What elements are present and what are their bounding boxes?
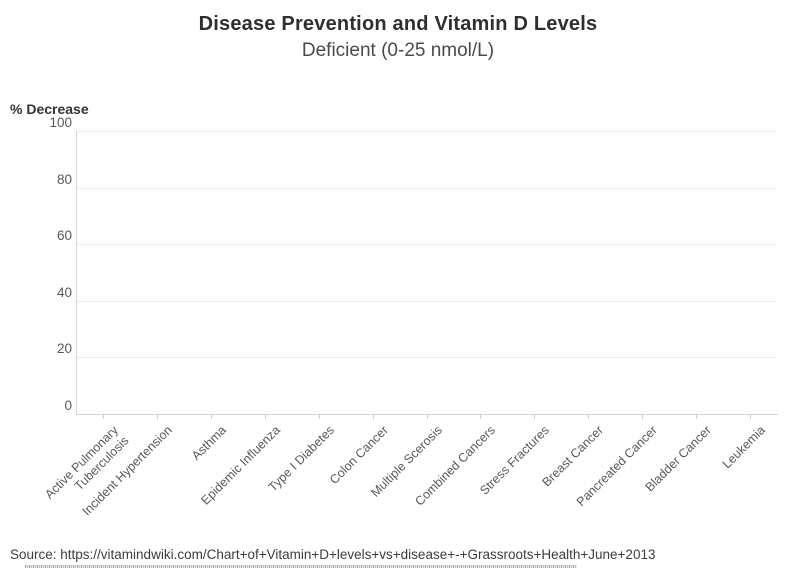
gridline <box>76 244 777 246</box>
y-axis-title: % Decrease <box>10 101 89 117</box>
y-axis-tick-label: 20 <box>56 341 72 357</box>
chart-subtitle: Deficient (0-25 nmol/L) <box>301 40 495 61</box>
gridline <box>76 357 777 359</box>
y-axis-tick-label: 60 <box>56 228 72 244</box>
x-axis-tick <box>480 414 482 419</box>
y-axis-tick-label: 0 <box>64 398 72 413</box>
x-axis-tick <box>534 414 536 419</box>
gridline <box>76 131 777 132</box>
x-axis-tick <box>102 414 104 419</box>
bottom-gray-strip <box>25 565 577 568</box>
x-axis-tick <box>588 414 590 419</box>
x-axis-tick <box>642 414 644 419</box>
x-axis-tick <box>318 414 320 419</box>
y-axis-tick-label: 40 <box>56 284 72 300</box>
x-axis-tick <box>156 414 158 419</box>
y-axis-tick-label: 80 <box>56 171 72 187</box>
x-axis-tick <box>696 414 698 419</box>
x-axis-tick <box>750 414 752 419</box>
x-axis-tick <box>372 414 374 419</box>
x-axis-tick <box>426 414 428 419</box>
y-axis-tick-label: 100 <box>49 115 72 130</box>
chart-title: Disease Prevention and Vitamin D Levels <box>198 13 598 35</box>
gridline <box>76 300 777 302</box>
gridline <box>76 187 777 189</box>
y-axis-line <box>76 131 77 414</box>
source-attribution: Source: https://vitamindwiki.com/Chart+o… <box>10 547 656 562</box>
x-axis-tick <box>264 414 266 419</box>
x-axis-tick <box>210 414 212 419</box>
